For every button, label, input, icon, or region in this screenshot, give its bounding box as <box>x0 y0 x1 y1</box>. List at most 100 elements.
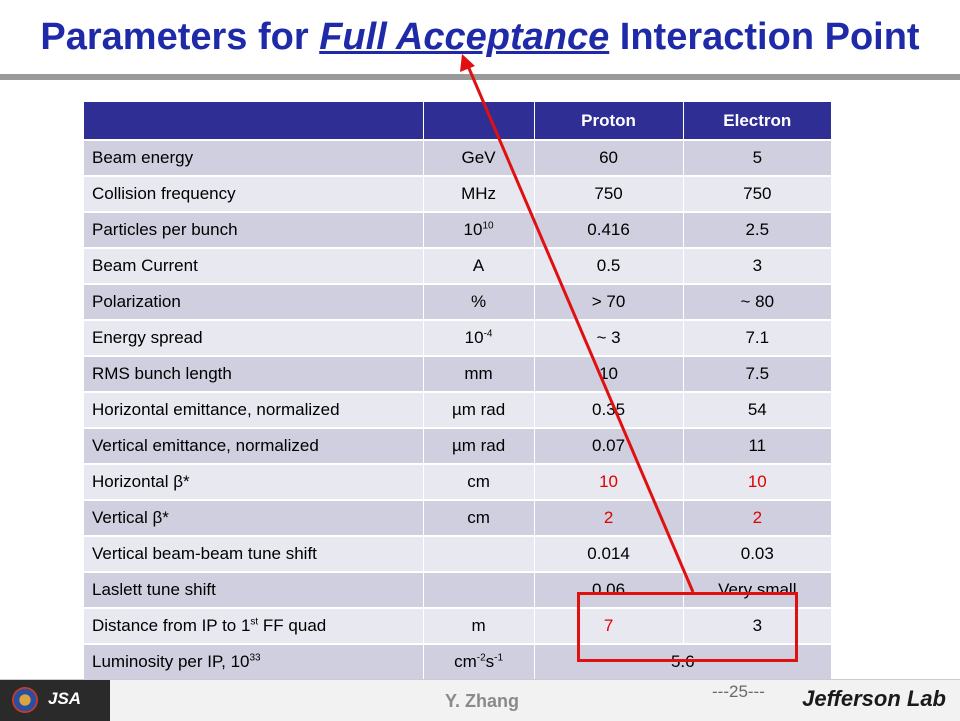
row-electron-value: 3 <box>682 607 831 644</box>
footer-bar: JSA Y. Zhang ---25--- Jefferson Lab <box>0 679 960 721</box>
page-number: ---25--- <box>712 682 765 701</box>
row-proton-value: 0.416 <box>533 211 684 248</box>
row-unit <box>422 535 535 572</box>
jsa-logo: JSA <box>48 689 82 708</box>
row-unit: cm <box>422 463 535 500</box>
unit-s: s <box>485 652 495 671</box>
row-proton-value: 10 <box>533 463 684 500</box>
table-row: Distance from IP to 1st FF quad m 7 3 <box>83 607 831 644</box>
table-row: Beam Current A 0.5 3 <box>83 247 831 284</box>
row-electron-value: 0.03 <box>682 535 831 572</box>
row-unit: 1010 <box>422 211 535 248</box>
row-label: Collision frequency <box>83 175 424 212</box>
row-label: Vertical β* <box>83 499 424 536</box>
row-proton-value: 750 <box>533 175 684 212</box>
title-text-start: Parameters for <box>40 15 320 58</box>
row-proton-value: 2 <box>533 499 684 536</box>
row-label: Vertical emittance, normalized <box>83 427 424 464</box>
table-row: Horizontal β* cm 10 10 <box>83 463 831 500</box>
row-label: Laslett tune shift <box>83 571 424 608</box>
row-label: Distance from IP to 1st FF quad <box>83 607 424 644</box>
unit-exponent: -4 <box>483 328 493 340</box>
table-row: Energy spread 10-4 ~ 3 7.1 <box>83 319 831 356</box>
row-electron-value: 11 <box>682 427 831 464</box>
unit-exponent: 10 <box>482 220 494 232</box>
title-emphasis: Full Acceptance <box>319 15 610 58</box>
row-label: Particles per bunch <box>83 211 424 248</box>
table-row: Beam energy GeV 60 5 <box>83 139 831 176</box>
header-parameter <box>83 102 424 140</box>
row-label: Horizontal emittance, normalized <box>83 391 424 428</box>
row-electron-value: Very small <box>682 571 831 608</box>
footer-logos: JSA <box>0 680 110 721</box>
label-superscript: 33 <box>249 652 261 664</box>
row-electron-value: ~ 80 <box>682 283 831 320</box>
row-proton-value: 10 <box>533 355 684 392</box>
row-unit: µm rad <box>422 391 535 428</box>
unit-cm-exponent: -2 <box>476 652 486 664</box>
header-unit <box>422 102 535 140</box>
row-label: Energy spread <box>83 319 424 356</box>
row-label: Beam energy <box>83 139 424 176</box>
row-proton-value: 0.014 <box>533 535 684 572</box>
row-unit: GeV <box>422 139 535 176</box>
row-electron-value: 7.5 <box>682 355 831 392</box>
label-base: Luminosity per IP, 10 <box>92 652 250 671</box>
row-proton-value: > 70 <box>533 283 684 320</box>
header-proton: Proton <box>533 102 684 140</box>
row-electron-value: 54 <box>682 391 831 428</box>
row-unit: mm <box>422 355 535 392</box>
row-label: Horizontal β* <box>83 463 424 500</box>
label-suffix: FF quad <box>258 616 327 635</box>
table-header-row: Proton Electron <box>83 102 831 140</box>
row-proton-value: 60 <box>533 139 684 176</box>
row-unit: m <box>422 607 535 644</box>
row-proton-value: 0.35 <box>533 391 684 428</box>
table-row: Luminosity per IP, 1033 cm-2s-1 5.6 <box>83 643 831 679</box>
slide-title: Parameters for Full Acceptance Interacti… <box>40 16 919 59</box>
row-label: Polarization <box>83 283 424 320</box>
row-label: Luminosity per IP, 1033 <box>83 643 424 679</box>
header-electron: Electron <box>682 102 831 140</box>
parameters-table: Proton Electron Beam energy GeV 60 5 Col… <box>83 102 831 679</box>
presenter-name: Y. Zhang <box>445 691 520 711</box>
table-row: Horizontal emittance, normalized µm rad … <box>83 391 831 428</box>
label-base: Distance from IP to 1 <box>92 616 251 635</box>
title-text-end: Interaction Point <box>609 15 920 58</box>
row-label: Vertical beam-beam tune shift <box>83 535 424 572</box>
row-proton-value: 7 <box>533 607 684 644</box>
seal-icon <box>12 687 38 713</box>
row-unit: cm-2s-1 <box>422 643 535 679</box>
row-label: Beam Current <box>83 247 424 284</box>
row-electron-value: 750 <box>682 175 831 212</box>
table-row: Laslett tune shift 0.06 Very small <box>83 571 831 608</box>
unit-base: 10 <box>463 220 483 239</box>
row-electron-value: 5 <box>682 139 831 176</box>
row-proton-value: 0.06 <box>533 571 684 608</box>
row-unit: µm rad <box>422 427 535 464</box>
table-row: Vertical beam-beam tune shift 0.014 0.03 <box>83 535 831 572</box>
row-unit: % <box>422 283 535 320</box>
table-row: Polarization % > 70 ~ 80 <box>83 283 831 320</box>
title-bar: Parameters for Full Acceptance Interacti… <box>0 0 960 80</box>
row-unit: MHz <box>422 175 535 212</box>
row-electron-value: 10 <box>682 463 831 500</box>
row-unit <box>422 571 535 608</box>
row-label: RMS bunch length <box>83 355 424 392</box>
row-proton-value: 0.07 <box>533 427 684 464</box>
row-proton-value: 0.5 <box>533 247 684 284</box>
unit-cm: cm <box>454 652 477 671</box>
row-unit: A <box>422 247 535 284</box>
row-electron-value: 3 <box>682 247 831 284</box>
row-electron-value: 7.1 <box>682 319 831 356</box>
table-row: Collision frequency MHz 750 750 <box>83 175 831 212</box>
row-electron-value: 2.5 <box>682 211 831 248</box>
unit-s-exponent: -1 <box>494 652 504 664</box>
label-superscript: st <box>250 616 259 628</box>
row-proton-value: ~ 3 <box>533 319 684 356</box>
unit-base: 10 <box>464 328 484 347</box>
table-row: RMS bunch length mm 10 7.5 <box>83 355 831 392</box>
table-row: Vertical emittance, normalized µm rad 0.… <box>83 427 831 464</box>
row-combined-value: 5.6 <box>533 643 831 679</box>
jefferson-lab-logo: Jefferson Lab <box>802 686 946 711</box>
